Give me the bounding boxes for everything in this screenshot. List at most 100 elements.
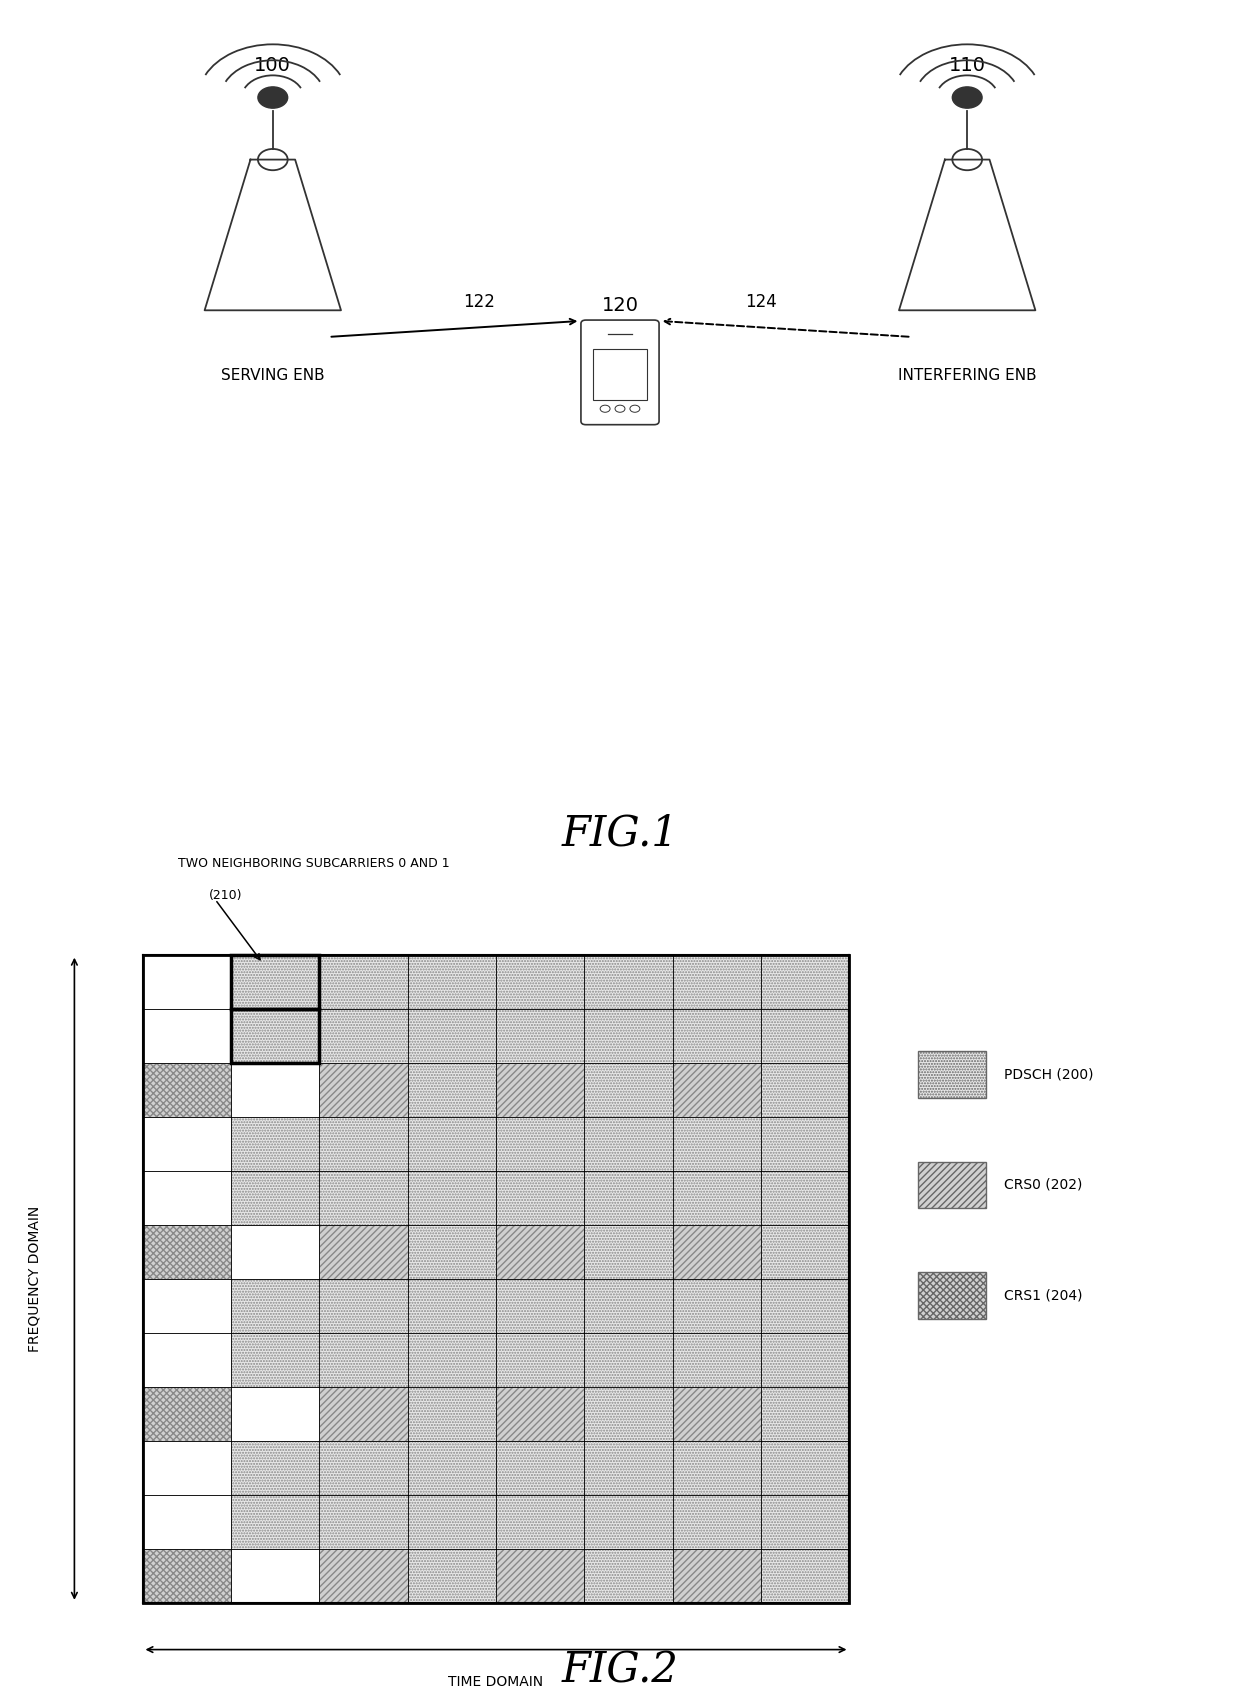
Bar [408, 1495, 496, 1548]
Bar [761, 1062, 849, 1117]
Bar [496, 1171, 584, 1224]
Bar [143, 1386, 231, 1441]
Text: CRS1 (204): CRS1 (204) [1004, 1289, 1083, 1303]
Bar [320, 1333, 408, 1386]
Bar [320, 1117, 408, 1171]
Bar [143, 1495, 231, 1548]
Bar [320, 1224, 408, 1279]
Bar [496, 1224, 584, 1279]
Text: INTERFERING ENB: INTERFERING ENB [898, 368, 1037, 384]
Bar [143, 1009, 231, 1062]
Bar [918, 1161, 986, 1209]
Text: (210): (210) [208, 890, 243, 902]
Bar [408, 1117, 496, 1171]
Bar [673, 1171, 761, 1224]
Bar [673, 1009, 761, 1062]
Bar [761, 1386, 849, 1441]
Bar [584, 1117, 672, 1171]
Bar [320, 1548, 408, 1603]
Bar [584, 1224, 672, 1279]
Bar [673, 1224, 761, 1279]
Text: 122: 122 [464, 293, 495, 312]
Bar [761, 1495, 849, 1548]
Bar [761, 1171, 849, 1224]
Bar [584, 1333, 672, 1386]
Bar [918, 1050, 986, 1098]
Bar [408, 955, 496, 1009]
Bar [918, 1272, 986, 1320]
Text: FIG.1: FIG.1 [562, 812, 678, 854]
Bar [143, 955, 231, 1009]
Bar [143, 1171, 231, 1224]
Bar [408, 1441, 496, 1495]
Bar [673, 1062, 761, 1117]
Bar [584, 1495, 672, 1548]
Bar [143, 955, 849, 1603]
Bar [496, 1009, 584, 1062]
Bar [231, 1062, 320, 1117]
Bar [231, 1495, 320, 1548]
Bar [320, 1386, 408, 1441]
Bar [496, 1117, 584, 1171]
Bar [320, 1009, 408, 1062]
Bar [408, 1386, 496, 1441]
Bar [761, 1441, 849, 1495]
Bar [673, 955, 761, 1009]
Bar [496, 955, 584, 1009]
Text: 110: 110 [949, 56, 986, 75]
Bar [673, 1495, 761, 1548]
Bar [320, 955, 408, 1009]
Bar [143, 1333, 231, 1386]
Text: TWO NEIGHBORING SUBCARRIERS 0 AND 1: TWO NEIGHBORING SUBCARRIERS 0 AND 1 [179, 856, 450, 870]
Bar [231, 1224, 320, 1279]
Bar [761, 1548, 849, 1603]
Bar [496, 1279, 584, 1333]
Bar [761, 1333, 849, 1386]
Bar [408, 1009, 496, 1062]
Bar [673, 1117, 761, 1171]
Bar [673, 1333, 761, 1386]
Bar [584, 1062, 672, 1117]
Bar [496, 1333, 584, 1386]
Bar [320, 1279, 408, 1333]
Bar [231, 1386, 320, 1441]
Bar [496, 1386, 584, 1441]
Text: SERVING ENB: SERVING ENB [221, 368, 325, 384]
Bar [761, 1279, 849, 1333]
Bar [320, 1171, 408, 1224]
Text: 124: 124 [745, 293, 776, 312]
Bar [761, 1117, 849, 1171]
Text: TIME DOMAIN: TIME DOMAIN [449, 1674, 543, 1690]
Bar [761, 1009, 849, 1062]
Bar [231, 1171, 320, 1224]
Bar [584, 1386, 672, 1441]
Bar [231, 1548, 320, 1603]
Bar [231, 1009, 320, 1062]
Bar [584, 1009, 672, 1062]
Bar [496, 1495, 584, 1548]
Bar [143, 1062, 231, 1117]
Bar [496, 1062, 584, 1117]
Bar [408, 1062, 496, 1117]
Bar [673, 1441, 761, 1495]
Bar [231, 955, 320, 1009]
Bar [408, 1548, 496, 1603]
Bar [584, 1171, 672, 1224]
Bar [231, 1009, 320, 1062]
Bar [761, 955, 849, 1009]
Bar [584, 955, 672, 1009]
Bar [143, 1441, 231, 1495]
Bar [496, 1548, 584, 1603]
Bar [143, 1224, 231, 1279]
Circle shape [258, 87, 288, 107]
Bar [584, 1441, 672, 1495]
Bar [231, 1117, 320, 1171]
Text: FIG.2: FIG.2 [562, 1650, 678, 1691]
Bar [231, 1333, 320, 1386]
Bar [408, 1224, 496, 1279]
Bar [594, 350, 647, 399]
Bar [584, 1279, 672, 1333]
Bar [761, 1224, 849, 1279]
Text: FREQUENCY DOMAIN: FREQUENCY DOMAIN [27, 1205, 42, 1352]
Text: PDSCH (200): PDSCH (200) [1004, 1067, 1094, 1081]
